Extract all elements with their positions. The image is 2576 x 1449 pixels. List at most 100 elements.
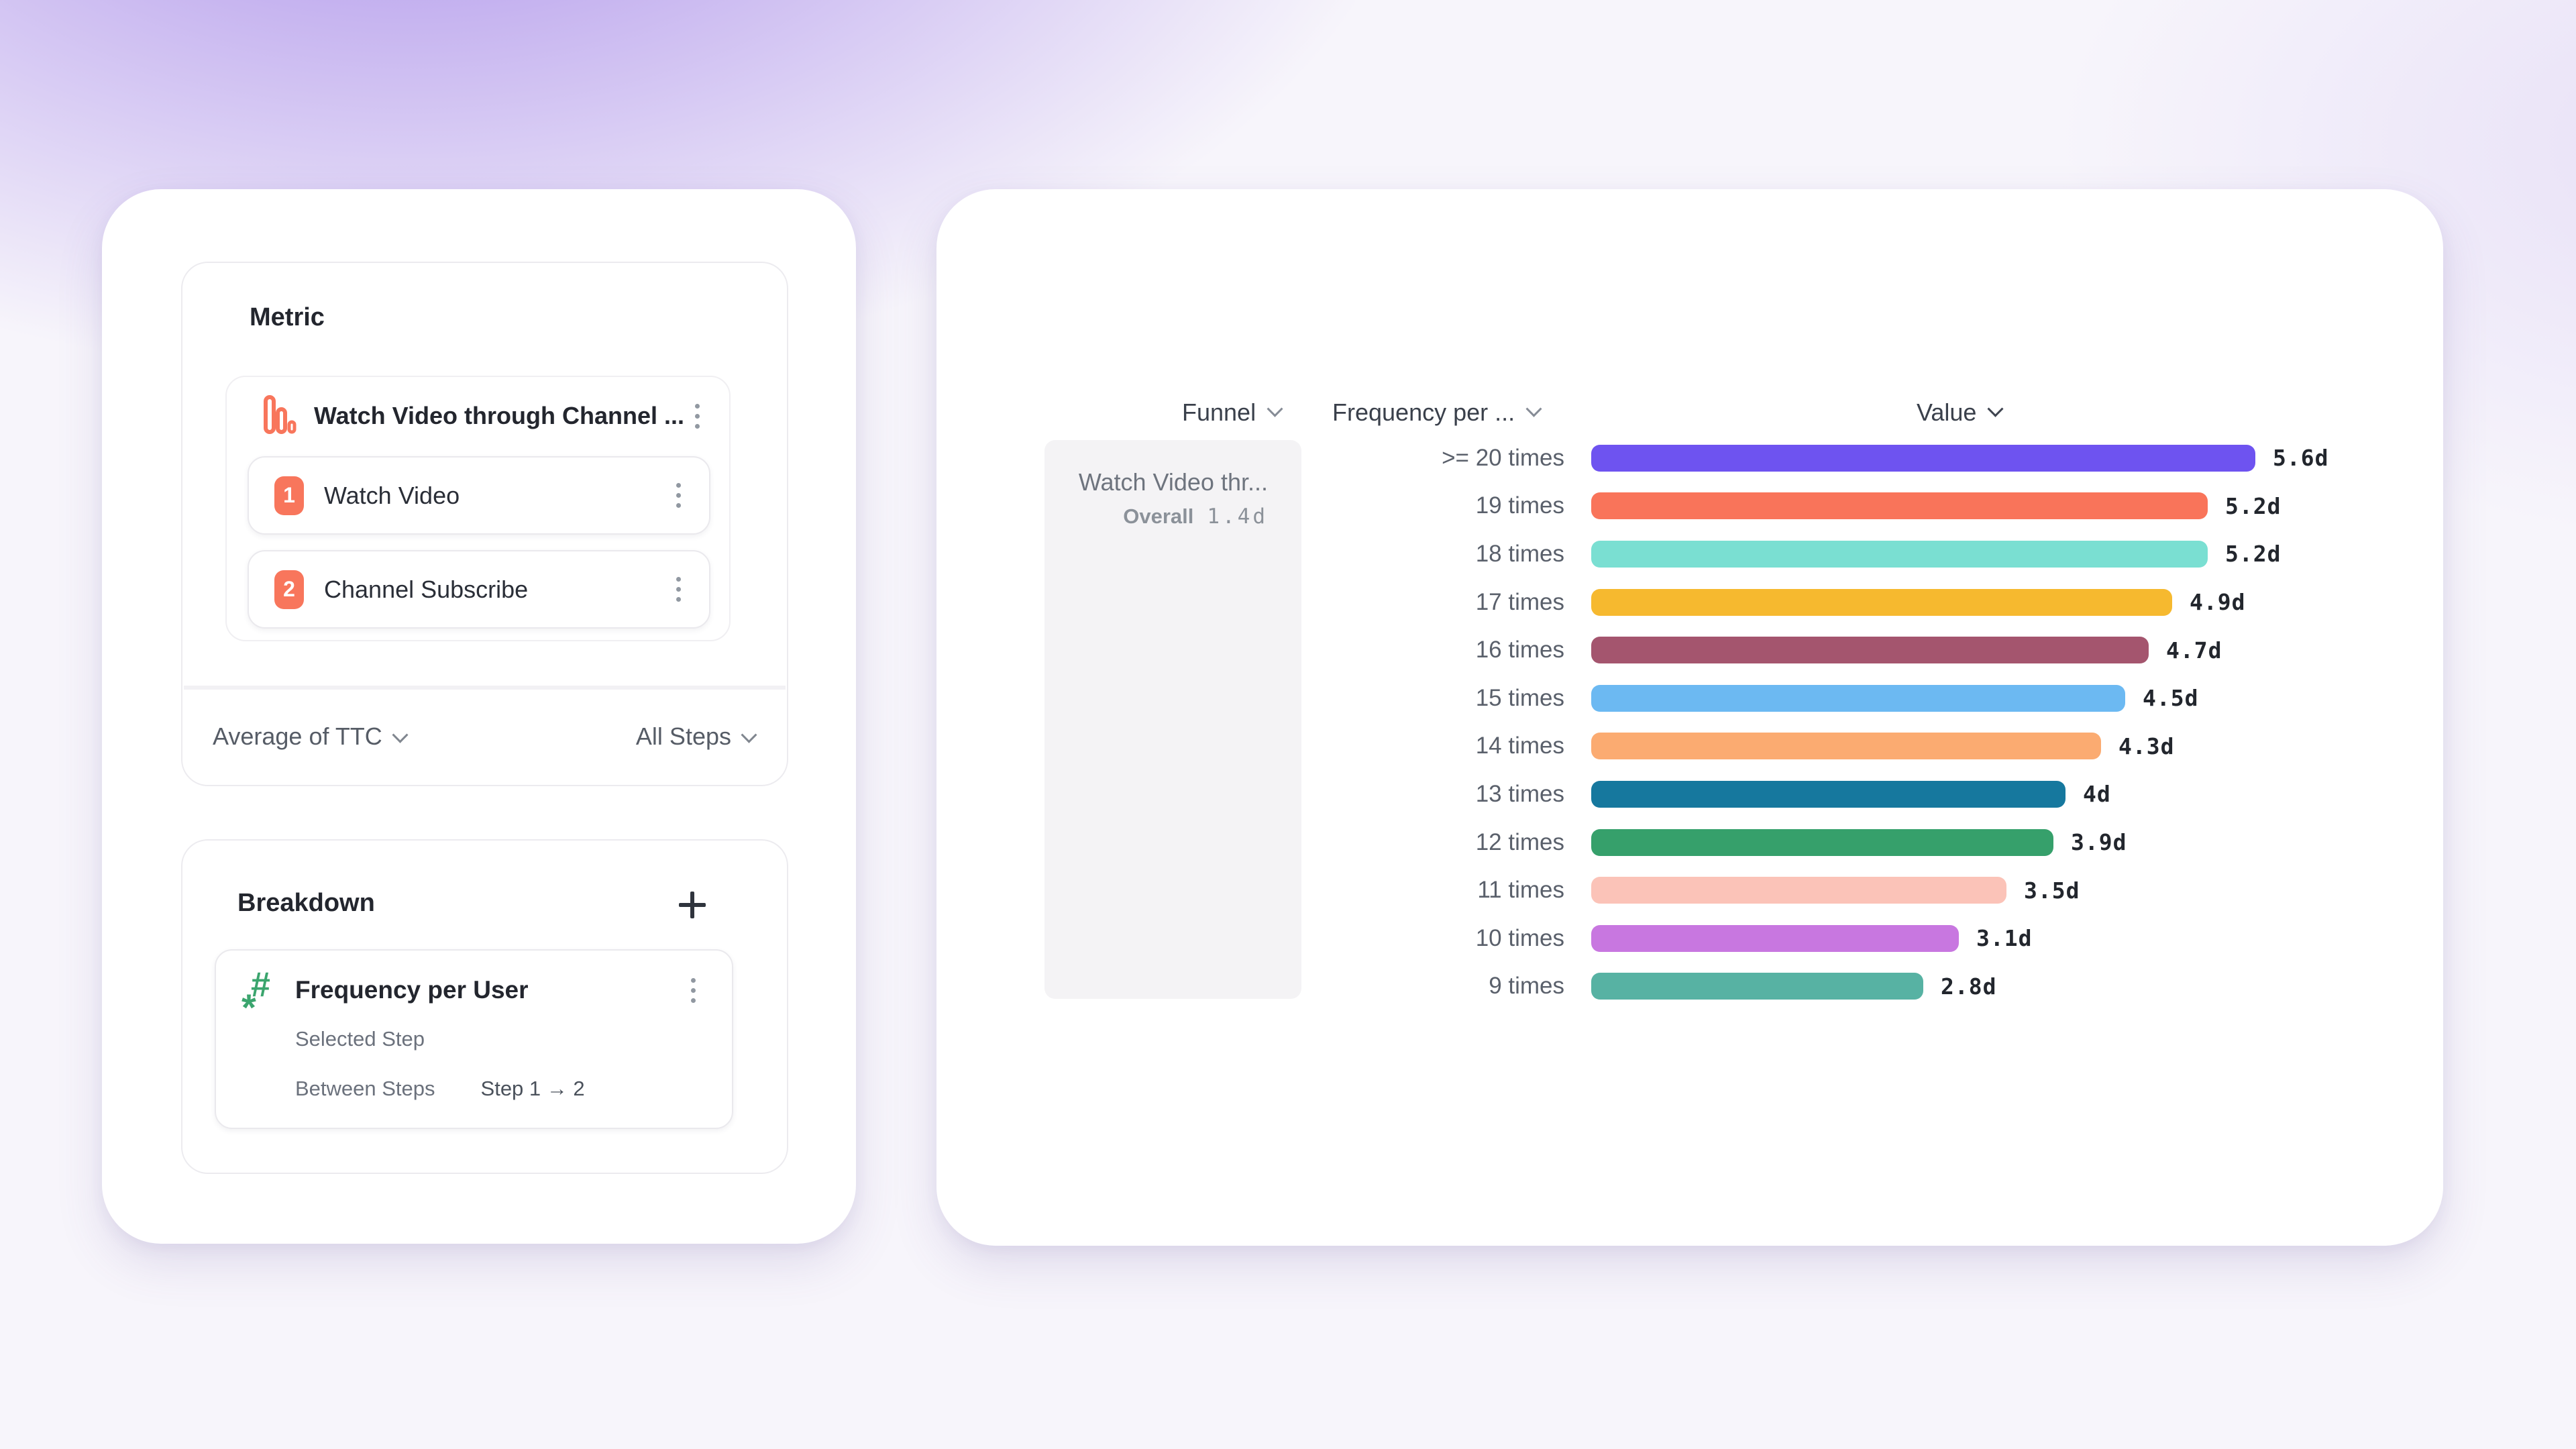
chevron-down-icon xyxy=(1987,400,2004,417)
bar-category-label: 17 times xyxy=(1475,588,1564,615)
bar[interactable] xyxy=(1591,637,2149,664)
metric-funnel-name: Watch Video through Channel ... xyxy=(314,402,685,429)
step-number-badge: 2 xyxy=(274,570,304,609)
bar[interactable] xyxy=(1591,588,2172,616)
breakdown-item-box[interactable]: Frequency per User Selected Step Between… xyxy=(215,949,733,1129)
metric-funnel-row[interactable]: Watch Video through Channel ... xyxy=(227,377,729,455)
bar-value-label: 4.5d xyxy=(2143,685,2199,712)
aggregation-dropdown-label: Average of TTC xyxy=(213,722,382,750)
bar-value-label: 4.9d xyxy=(2190,589,2246,616)
aggregation-row: Average of TTC All Steps xyxy=(182,690,787,784)
chart-rows: >= 20 times 5.6d 19 times 5.2d 18 times 5.2d 1… xyxy=(936,434,2443,1010)
bar[interactable] xyxy=(1591,973,1923,1000)
results-card: Funnel Frequency per ... Value Watch Vid… xyxy=(936,189,2443,1246)
bar[interactable] xyxy=(1591,684,2125,712)
bar-value-label: 5.2d xyxy=(2225,492,2282,519)
breakdown-between-steps-row: Between Steps Step 1 → 2 xyxy=(295,1077,585,1101)
bar-category-label: 12 times xyxy=(1475,828,1564,855)
kebab-menu-icon[interactable] xyxy=(688,397,706,435)
chart-row: 17 times 4.9d xyxy=(936,578,2443,627)
bar-category-label: 19 times xyxy=(1475,492,1564,519)
bar[interactable] xyxy=(1591,540,2208,568)
column-header-value[interactable]: Value xyxy=(1917,398,2004,427)
overall-value: 1.4d xyxy=(1207,504,1268,529)
bar[interactable] xyxy=(1591,733,2101,760)
between-steps-value: Step 1 → 2 xyxy=(480,1077,585,1100)
kebab-menu-icon[interactable] xyxy=(684,971,702,1010)
chevron-down-icon xyxy=(392,727,409,743)
bar[interactable] xyxy=(1591,492,2208,520)
bar-category-label: 14 times xyxy=(1475,733,1564,759)
chevron-down-icon xyxy=(741,727,757,743)
bar-value-label: 3.5d xyxy=(2024,877,2080,904)
bar-value-label: 4.3d xyxy=(2118,733,2175,759)
funnel-overall-row: Overall 1.4d xyxy=(1123,504,1268,529)
between-steps-label: Between Steps xyxy=(295,1077,435,1100)
aggregation-dropdown[interactable]: Average of TTC xyxy=(213,722,409,751)
column-header-funnel[interactable]: Funnel xyxy=(1182,398,1283,427)
bar-value-label: 3.1d xyxy=(1976,925,2033,952)
chart-row: 9 times 2.8d xyxy=(936,963,2443,1011)
bar[interactable] xyxy=(1591,780,2065,808)
chart-row: 12 times 3.9d xyxy=(936,818,2443,867)
step-number-badge: 1 xyxy=(274,476,304,515)
steps-filter-dropdown[interactable]: All Steps xyxy=(635,722,757,751)
metric-panel: Metric Watch Video through Channel ... 1 xyxy=(181,262,788,786)
bar-value-label: 5.2d xyxy=(2225,541,2282,568)
funnel-step-2[interactable]: 2 Channel Subscribe xyxy=(248,550,710,629)
chart-row: >= 20 times 5.6d xyxy=(936,434,2443,482)
breakdown-property-name: Frequency per User xyxy=(295,976,529,1004)
panel-divider xyxy=(184,686,786,690)
breakdown-selected-step-label: Selected Step xyxy=(295,1027,425,1051)
chart-row: 19 times 5.2d xyxy=(936,482,2443,531)
chart-row: 14 times 4.3d xyxy=(936,722,2443,771)
funnel-group-cell[interactable]: Watch Video thr... Overall 1.4d xyxy=(1044,440,1301,999)
chart-row: 10 times 3.1d xyxy=(936,914,2443,963)
kebab-menu-icon[interactable] xyxy=(669,570,688,608)
kebab-menu-icon[interactable] xyxy=(669,476,688,515)
step-label: Watch Video xyxy=(324,481,460,509)
bar-category-label: 13 times xyxy=(1475,780,1564,807)
bar-value-label: 2.8d xyxy=(1941,973,1997,1000)
bar-value-label: 3.9d xyxy=(2071,829,2127,856)
bar-category-label: 9 times xyxy=(1489,973,1564,1000)
column-header-value-label: Value xyxy=(1917,398,1977,426)
funnel-step-1[interactable]: 1 Watch Video xyxy=(248,456,710,535)
step-label: Channel Subscribe xyxy=(324,575,529,603)
chart-row: 15 times 4.5d xyxy=(936,674,2443,722)
hash-number-icon xyxy=(241,965,283,1029)
funnel-metric-icon xyxy=(263,394,297,438)
metric-panel-title: Metric xyxy=(250,303,325,331)
plus-icon[interactable] xyxy=(676,889,708,921)
bar-value-label: 5.6d xyxy=(2273,445,2329,472)
breakdown-property-row: Frequency per User xyxy=(216,960,732,1029)
chart-row: 18 times 5.2d xyxy=(936,530,2443,578)
metric-item-box: Watch Video through Channel ... 1 Watch … xyxy=(225,376,731,641)
bar[interactable] xyxy=(1591,444,2255,472)
query-builder-card: Metric Watch Video through Channel ... 1 xyxy=(102,189,856,1244)
bar-category-label: 10 times xyxy=(1475,924,1564,951)
overall-label: Overall xyxy=(1123,504,1194,528)
breakdown-panel: Breakdown Frequency per User Selected St… xyxy=(181,839,788,1174)
bar-value-label: 4.7d xyxy=(2166,637,2222,663)
chart-row: 11 times 3.5d xyxy=(936,866,2443,914)
column-header-frequency[interactable]: Frequency per ... xyxy=(1332,398,1542,427)
bar-category-label: 15 times xyxy=(1475,684,1564,711)
bar[interactable] xyxy=(1591,877,2006,904)
bar-category-label: 11 times xyxy=(1477,877,1564,904)
chevron-down-icon xyxy=(1525,400,1542,417)
steps-filter-dropdown-label: All Steps xyxy=(635,722,731,750)
bar[interactable] xyxy=(1591,924,1959,952)
chart-row: 13 times 4d xyxy=(936,770,2443,818)
chevron-down-icon xyxy=(1267,400,1283,417)
breakdown-panel-title: Breakdown xyxy=(237,889,375,917)
bar-category-label: 18 times xyxy=(1475,540,1564,567)
column-header-frequency-label: Frequency per ... xyxy=(1332,398,1515,426)
funnel-group-name: Watch Video thr... xyxy=(1078,468,1268,496)
column-header-funnel-label: Funnel xyxy=(1182,398,1256,426)
bar-value-label: 4d xyxy=(2083,781,2111,808)
bar[interactable] xyxy=(1591,828,2053,856)
bar-category-label: >= 20 times xyxy=(1442,444,1564,471)
bar-category-label: 16 times xyxy=(1475,637,1564,663)
